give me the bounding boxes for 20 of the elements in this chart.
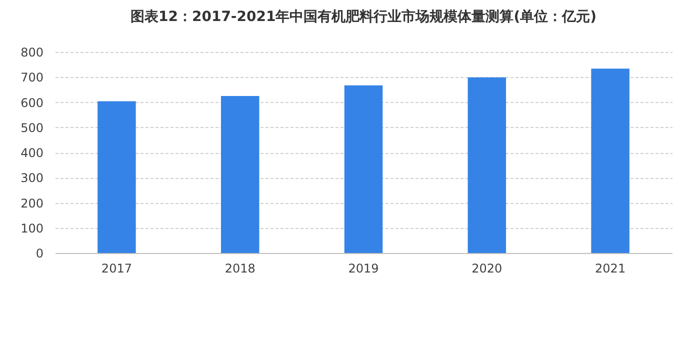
y-tick-label: 0 [36, 246, 44, 260]
x-tick-label: 2017 [101, 262, 132, 276]
y-tick-label: 200 [20, 196, 44, 210]
y-tick-label: 800 [20, 46, 44, 60]
bar [591, 68, 630, 253]
x-tick-label: 2019 [348, 262, 379, 276]
bar [220, 96, 260, 253]
y-tick-label: 300 [20, 171, 44, 186]
x-tick-label: 2021 [595, 262, 626, 276]
y-tick-label: 600 [20, 96, 44, 110]
bar [98, 101, 136, 253]
bar [468, 77, 506, 253]
y-tick-label: 100 [20, 221, 44, 236]
x-tick-label: 2020 [472, 262, 502, 276]
x-tick-label: 2018 [224, 262, 256, 276]
bar [344, 85, 383, 253]
y-tick-label: 400 [20, 146, 44, 160]
y-tick-label: 500 [20, 120, 44, 135]
chart-title: 图表12：2017-2021年中国有机肥料行业市场规模体量测算(单位：亿元) [130, 8, 597, 25]
y-tick-label: 700 [20, 70, 44, 85]
